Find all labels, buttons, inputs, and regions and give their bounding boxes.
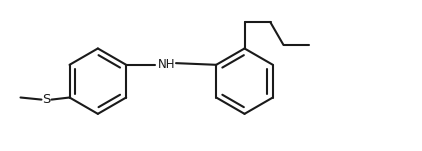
Text: NH: NH: [158, 58, 176, 71]
Text: S: S: [42, 93, 51, 106]
